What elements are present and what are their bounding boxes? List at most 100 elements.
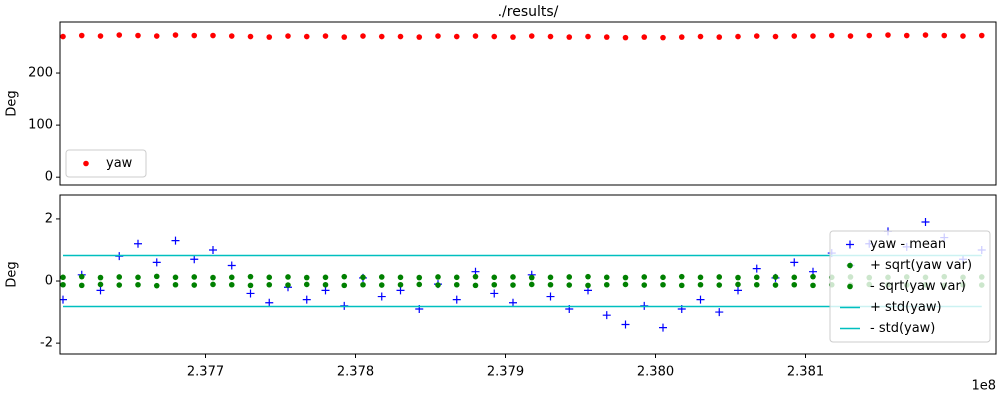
plus-marker [265, 298, 274, 307]
dot-marker [491, 33, 498, 40]
dot-marker [60, 274, 66, 281]
legend-label: + sqrt(yaw var) [870, 258, 972, 273]
dot-marker [435, 33, 441, 39]
dot-marker [566, 34, 573, 40]
dot-marker [641, 34, 648, 40]
plus-marker [621, 320, 630, 329]
dot-marker [491, 274, 498, 281]
plus-marker [246, 289, 255, 298]
plus-marker [752, 264, 761, 273]
dot-marker [547, 274, 554, 281]
dot-marker [397, 274, 404, 281]
dot-marker [753, 274, 760, 281]
dot-marker [247, 273, 254, 280]
dot-marker [978, 32, 985, 39]
dot-marker [735, 274, 741, 281]
legend-label: yaw - mean [870, 237, 946, 252]
plus-marker [190, 255, 199, 264]
dot-marker [228, 33, 235, 39]
dot-marker [266, 274, 273, 281]
dot-marker [191, 282, 198, 288]
dot-marker [791, 281, 798, 288]
dot-marker [791, 33, 798, 39]
dot-marker [678, 34, 685, 40]
dot-marker [772, 274, 779, 280]
dot-marker [603, 34, 610, 40]
dot-marker [566, 282, 573, 288]
dot-marker [303, 281, 310, 288]
dot-marker [172, 274, 179, 281]
dot-marker [528, 281, 535, 288]
dot-marker [622, 34, 629, 41]
dot-marker [472, 273, 479, 280]
dot-marker [228, 281, 235, 288]
dot-marker [810, 273, 816, 280]
plus-marker [846, 240, 854, 249]
plus-marker [790, 258, 799, 267]
plus-marker [452, 295, 461, 304]
dot-marker [660, 34, 666, 41]
plus-marker [696, 295, 705, 304]
dot-marker [566, 274, 573, 280]
dot-marker [828, 32, 835, 39]
dot-marker [941, 32, 948, 39]
dot-marker [83, 160, 89, 167]
dot-marker [453, 274, 460, 281]
plus-marker [377, 292, 386, 301]
y-tick-label: 2 [45, 211, 53, 226]
dot-marker [210, 281, 216, 288]
dot-marker [135, 274, 141, 281]
dot-marker [697, 281, 704, 288]
plus-marker [96, 286, 105, 295]
dot-marker [378, 282, 385, 288]
dot-marker [303, 274, 310, 281]
dot-marker [453, 33, 460, 40]
dot-marker [735, 281, 741, 288]
dot-marker [378, 33, 385, 40]
plus-marker [715, 308, 724, 317]
plot-area [60, 32, 985, 41]
dot-marker [510, 34, 516, 40]
dot-marker [360, 33, 366, 39]
dot-marker [416, 281, 423, 288]
dot-marker [960, 33, 966, 39]
axes-frame [59, 194, 997, 355]
y-tick-label: -2 [40, 336, 53, 351]
legend-box [829, 230, 991, 343]
dot-marker [716, 34, 723, 40]
dot-marker [97, 274, 104, 281]
dot-marker [285, 274, 291, 280]
dot-marker [116, 282, 123, 288]
dot-marker [622, 274, 629, 281]
dot-marker [678, 282, 685, 289]
dot-marker [210, 32, 216, 39]
dot-marker [735, 33, 741, 40]
dot-marker [847, 262, 853, 269]
dot-marker [97, 281, 104, 288]
dot-marker [60, 281, 66, 288]
dot-marker [247, 33, 254, 40]
legend-label: + std(yaw) [870, 300, 942, 315]
dot-marker [60, 33, 66, 40]
dot-marker [847, 33, 854, 39]
dot-marker [903, 32, 910, 39]
plus-marker [546, 292, 555, 301]
plus-marker [209, 245, 217, 254]
dot-marker [97, 33, 104, 39]
dot-marker [697, 274, 704, 281]
legend-label: yaw [106, 156, 133, 171]
dot-marker [341, 273, 348, 280]
dot-marker [285, 33, 291, 39]
plus-marker [734, 286, 742, 295]
dot-marker [716, 274, 723, 280]
dot-marker [472, 33, 479, 39]
dot-marker [116, 32, 123, 38]
dot-marker [78, 273, 85, 280]
plus-marker [227, 261, 236, 270]
dot-marker [716, 282, 723, 288]
dot-marker [585, 33, 591, 40]
plus-marker [302, 295, 311, 304]
dot-marker [753, 281, 760, 288]
axes-frame [59, 21, 997, 186]
dot-marker [360, 281, 366, 288]
